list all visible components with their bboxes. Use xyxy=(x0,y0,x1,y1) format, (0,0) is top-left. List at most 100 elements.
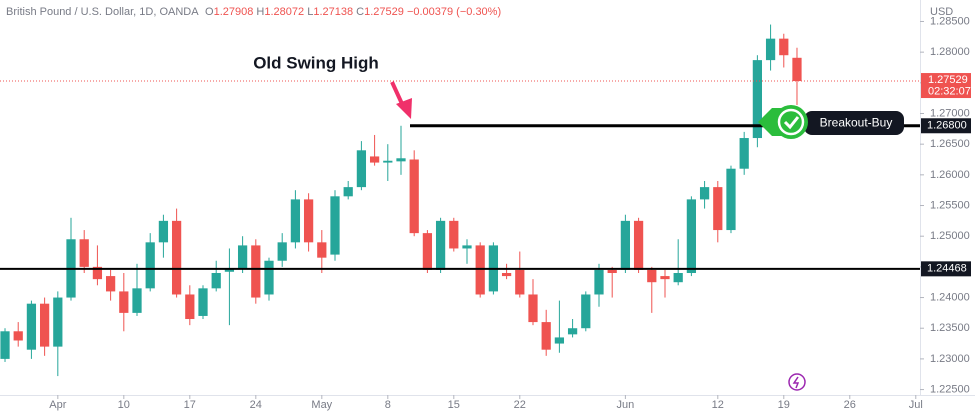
candle-body xyxy=(594,269,604,295)
badge xyxy=(804,111,904,135)
candle-body xyxy=(145,242,155,289)
y-tick-label: 1.28500 xyxy=(930,15,970,27)
x-tick-label: 15 xyxy=(448,399,460,411)
x-tick-label: Jul xyxy=(909,399,923,411)
check xyxy=(783,116,800,130)
candle-body xyxy=(792,57,802,82)
candle-body xyxy=(409,159,419,234)
ohlc-value: 1.27529 xyxy=(364,6,404,18)
candle-body xyxy=(92,266,103,280)
candle-body xyxy=(185,294,195,320)
candle-body xyxy=(264,260,274,295)
candle-body xyxy=(475,245,485,295)
ohlc-label: O xyxy=(205,6,214,18)
candle-body xyxy=(79,239,89,267)
candle-body xyxy=(0,331,10,359)
level-tag xyxy=(921,261,971,277)
y-tick-label: 1.23000 xyxy=(930,353,970,365)
y-tick-label: 1.22500 xyxy=(930,383,970,395)
arrow xyxy=(390,81,405,107)
ohlc-value: 1.27908 xyxy=(214,6,254,18)
candle-body xyxy=(330,196,340,255)
y-tick-label: 1.23500 xyxy=(930,322,970,334)
candle-body xyxy=(435,220,446,270)
candle-body xyxy=(633,220,644,270)
candle-body xyxy=(26,303,37,350)
badge-icon xyxy=(777,108,805,136)
candle-body xyxy=(699,187,710,200)
candle-body xyxy=(356,150,367,188)
y-tick-label: 1.25000 xyxy=(930,230,970,242)
candle-body xyxy=(303,199,314,243)
candle-body xyxy=(739,138,749,169)
candle-body xyxy=(554,337,565,344)
symbol: British Pound / U.S. Dollar, 1D, OANDA xyxy=(6,6,199,18)
event-icon[interactable] xyxy=(788,373,806,391)
change: −0.00379 (−0.30%) xyxy=(407,6,501,18)
candle-body xyxy=(343,187,353,197)
candle-body xyxy=(541,322,551,350)
last-price-tag xyxy=(921,73,971,99)
candle-body xyxy=(277,242,287,261)
candle-body xyxy=(290,199,301,243)
x-tick-label: 12 xyxy=(712,399,724,411)
x-tick-label: Apr xyxy=(49,399,66,411)
candle-body xyxy=(607,269,617,274)
ohlc-label: C xyxy=(356,6,364,18)
level-label: 1.24468 xyxy=(927,263,967,275)
candle-body xyxy=(224,269,235,272)
candle-body xyxy=(567,328,578,335)
candle-body xyxy=(660,276,670,280)
candle-body xyxy=(237,245,248,270)
axes: 1.225001.230001.235001.240001.245001.250… xyxy=(49,15,971,411)
candle-body xyxy=(211,273,221,289)
candle-body xyxy=(13,331,23,341)
x-tick-label: 26 xyxy=(844,399,856,411)
y-tick-label: 1.27000 xyxy=(930,107,970,119)
candle-body xyxy=(501,273,512,277)
currency: USD xyxy=(930,6,953,18)
last-price-label: 1.27529 xyxy=(928,74,968,86)
plot-area xyxy=(0,24,920,377)
y-tick-label: 1.25500 xyxy=(930,199,970,211)
candle-body xyxy=(647,269,657,283)
candle-body xyxy=(779,38,789,56)
candle-body xyxy=(515,269,525,295)
level-tag xyxy=(921,118,971,134)
candle-body xyxy=(158,220,169,243)
candle-body xyxy=(726,168,736,231)
candle-body xyxy=(713,187,723,231)
ohlc-value: 1.28072 xyxy=(264,6,304,18)
annotation: Old Swing High xyxy=(253,53,379,72)
candle-body xyxy=(673,273,683,283)
annotation: Breakout-Buy xyxy=(820,116,893,130)
event-icon xyxy=(792,376,800,389)
candle-body xyxy=(686,199,697,274)
x-tick-label: 22 xyxy=(514,399,526,411)
x-tick-label: May xyxy=(311,399,332,411)
countdown: 02:32:07 xyxy=(928,85,971,97)
ohlc-label: L xyxy=(307,6,313,18)
candle-body xyxy=(581,294,591,329)
candle-body xyxy=(422,233,433,270)
candle-body xyxy=(53,297,63,347)
x-tick-label: 8 xyxy=(385,399,391,411)
candle-body xyxy=(462,245,472,249)
candle-body xyxy=(198,288,208,316)
x-tick-label: 17 xyxy=(184,399,196,411)
candle-body xyxy=(752,60,763,139)
candle-body xyxy=(528,294,538,323)
candle-body xyxy=(765,38,776,61)
header: British Pound / U.S. Dollar, 1D, OANDA O… xyxy=(6,6,501,18)
candle-body xyxy=(620,220,631,270)
y-tick-label: 1.26000 xyxy=(930,169,970,181)
y-tick-label: 1.28000 xyxy=(930,46,970,58)
candle-body xyxy=(369,156,380,163)
ohlc-value: 1.27138 xyxy=(313,6,353,18)
y-tick-label: 1.26500 xyxy=(930,138,970,150)
y-tick-label: 1.24000 xyxy=(930,291,970,303)
x-tick-label: Jun xyxy=(617,399,635,411)
x-tick-label: 10 xyxy=(118,399,130,411)
level-label: 1.26800 xyxy=(927,120,967,132)
candle-body xyxy=(449,220,459,249)
